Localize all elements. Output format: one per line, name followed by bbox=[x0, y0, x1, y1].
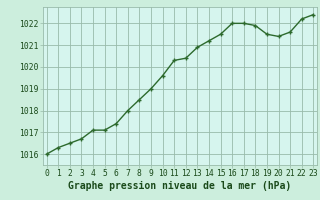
X-axis label: Graphe pression niveau de la mer (hPa): Graphe pression niveau de la mer (hPa) bbox=[68, 181, 292, 191]
